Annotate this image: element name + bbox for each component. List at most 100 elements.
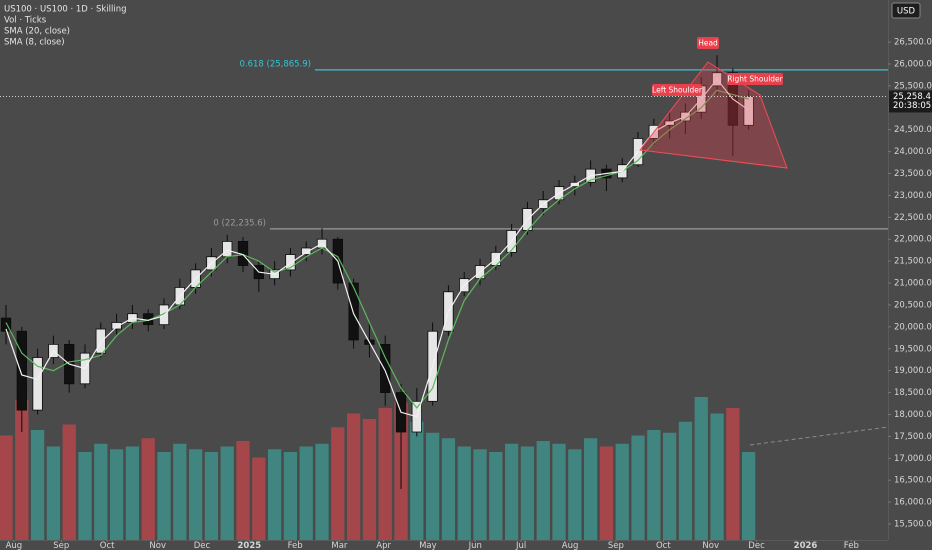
currency-label: USD — [897, 7, 916, 17]
volume-bar — [299, 446, 313, 540]
y-tick-label: 24,000.0 — [894, 147, 932, 157]
candle-body — [301, 247, 312, 255]
y-tick-label: 18,500.0 — [894, 388, 932, 398]
y-tick-label: 15,500.0 — [894, 520, 932, 530]
pattern-label-box — [652, 84, 702, 96]
y-tick-label: 22,000.0 — [894, 235, 932, 245]
symbol-title: US100 · US100 · 1D · Skilling — [4, 5, 127, 15]
candle-body — [16, 330, 27, 411]
volume-bar — [425, 432, 440, 540]
pattern-label-box — [727, 73, 783, 85]
candle-body — [285, 254, 296, 271]
volume-bar — [346, 413, 361, 540]
x-tick-label: 2026 — [794, 541, 818, 550]
volume-bar — [188, 449, 203, 540]
volume-bar — [694, 397, 708, 540]
volume-bar — [173, 443, 187, 540]
volume-bar — [30, 430, 45, 540]
volume-bar — [552, 443, 566, 540]
plot-area: 0.618 (25,865.9) 0 (22,235.6) — [0, 55, 888, 540]
x-tick-label: Aug — [6, 541, 23, 550]
candle-body — [95, 328, 106, 354]
x-tick-label: Dec — [194, 541, 211, 550]
volume-bar — [125, 446, 140, 540]
x-tick-label: Oct — [656, 541, 671, 550]
candle-body — [111, 322, 122, 330]
y-tick-label: 16,000.0 — [894, 498, 932, 508]
trend-line — [749, 426, 889, 446]
pattern-label: Left Shoulder — [652, 86, 703, 95]
y-tick-label: 26,500.0 — [894, 38, 932, 48]
x-tick-label: Nov — [702, 541, 719, 550]
volume-bar — [662, 432, 677, 540]
y-tick-label: 17,500.0 — [894, 432, 932, 442]
y-tick-label: 21,500.0 — [894, 257, 932, 267]
sma-line — [5, 89, 749, 409]
neckline — [639, 149, 788, 169]
x-tick-label: Feb — [288, 541, 303, 550]
y-tick-label: 24,500.0 — [894, 125, 932, 135]
y-tick-label: 19,500.0 — [894, 344, 932, 354]
candle-body — [380, 343, 391, 393]
volume-bar — [315, 443, 329, 540]
y-tick-label: 16,500.0 — [894, 476, 932, 486]
volume-bar — [599, 446, 614, 540]
candle-body — [743, 96, 754, 126]
volume-bar — [504, 443, 519, 540]
candle-body — [158, 304, 170, 326]
y-tick-label: 19,000.0 — [894, 366, 932, 376]
volume-bar — [204, 452, 219, 540]
volume-bar — [678, 421, 693, 540]
last-price-label: 25,258.4 — [893, 92, 931, 102]
x-tick-label: Dec — [748, 541, 765, 550]
volume-bar — [78, 452, 92, 540]
x-tick-label: May — [419, 541, 437, 550]
y-tick-label: 25,500.0 — [894, 81, 932, 91]
x-tick-label: Jul — [515, 541, 526, 550]
last-price-box — [889, 90, 932, 113]
volume-bar — [520, 446, 535, 540]
volume-bar — [710, 413, 724, 540]
volume-bar — [489, 452, 503, 540]
volume-bar — [615, 443, 629, 540]
x-tick-label: Sep — [608, 541, 624, 550]
candle-body — [32, 357, 43, 411]
fib-label: 0 (22,235.6) — [213, 218, 266, 228]
volume-bar — [62, 424, 76, 540]
volume-bar — [236, 441, 250, 540]
volume-bar — [568, 449, 582, 540]
x-tick-label: Aug — [562, 541, 579, 550]
y-tick-label: 18,000.0 — [894, 410, 932, 420]
x-tick-label: Sep — [53, 541, 69, 550]
x-tick-label: 2025 — [237, 541, 261, 550]
legend-entry: Vol · Ticks — [4, 16, 47, 26]
y-tick-label: 23,000.0 — [894, 191, 932, 201]
volume-bar — [726, 408, 740, 540]
volume-bar — [378, 408, 392, 540]
x-tick-label: Oct — [100, 541, 115, 550]
volume-bar — [267, 449, 282, 540]
volume-bar — [94, 443, 108, 540]
volume-bar — [536, 441, 550, 540]
volume-bar — [220, 446, 234, 540]
candle-body — [0, 317, 12, 332]
y-tick-label: 26,000.0 — [894, 59, 932, 69]
currency-button[interactable] — [891, 2, 921, 19]
volume-bar — [46, 446, 61, 540]
y-tick-label: 17,000.0 — [894, 454, 932, 464]
volume-bar — [283, 452, 298, 540]
y-tick-label: 20,500.0 — [894, 300, 932, 310]
x-tick-label: Jun — [468, 541, 482, 550]
volume-bar — [742, 452, 756, 540]
volume-bar — [157, 452, 171, 540]
legend-entry: SMA (20, close) — [4, 27, 70, 37]
volume-bar — [0, 435, 13, 540]
pattern-label: Head — [698, 39, 718, 48]
x-tick-label: Feb — [844, 541, 859, 550]
volume-bar — [362, 419, 377, 540]
x-tick-label: Nov — [149, 541, 166, 550]
volume-bar — [647, 430, 661, 540]
pattern-label: Right Shoulder — [727, 75, 783, 84]
